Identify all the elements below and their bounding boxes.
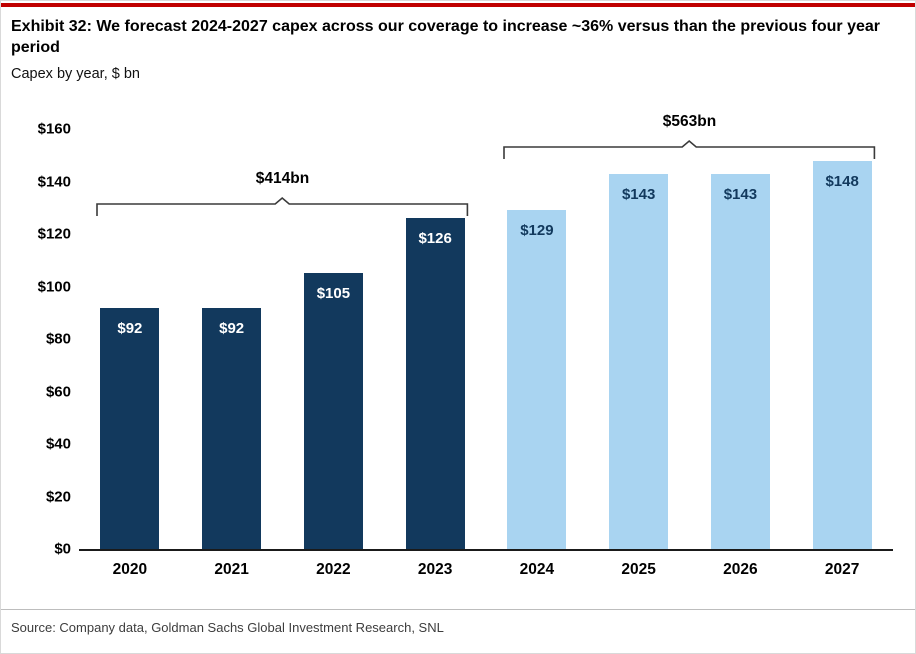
x-axis-label-2026: 2026: [723, 561, 758, 578]
group-total-label: $563bn: [662, 112, 717, 130]
group-bracket: [96, 197, 469, 217]
bar-2021: $92: [202, 307, 262, 549]
x-axis-label-2027: 2027: [824, 561, 860, 578]
bar-2023: $126: [405, 218, 465, 549]
y-tick-label: $40: [45, 435, 71, 453]
x-axis-label-2020: 2020: [112, 561, 148, 578]
bar-2024: $129: [507, 210, 567, 549]
x-axis-label-2025: 2025: [621, 561, 656, 578]
x-axis-label-2022: 2022: [316, 561, 351, 578]
x-axis-labels: 2020 2021 2022 2023 2024 2025 2026 2027: [79, 551, 893, 579]
bar-slot: $126: [384, 129, 486, 549]
bars: $92 $92 $105 $126 $129 $143 $143 $148: [79, 129, 893, 549]
x-axis-label-2024: 2024: [519, 561, 555, 578]
y-tick-label: $0: [54, 540, 71, 558]
group-total-label: $414bn: [255, 170, 310, 188]
bar-slot: $129: [486, 129, 588, 549]
bar-slot: $92: [181, 129, 283, 549]
bar-2022: $105: [303, 273, 363, 549]
bar-slot: $143: [588, 129, 690, 549]
y-tick-label: $100: [37, 278, 71, 295]
bar-value-label: $126: [418, 230, 452, 248]
source-text: Source: Company data, Goldman Sachs Glob…: [11, 620, 444, 635]
bar-value-label: $143: [723, 185, 758, 203]
bar-slot: $105: [283, 129, 385, 549]
bar-2025: $143: [609, 173, 669, 549]
footer-divider: [1, 609, 915, 610]
bar-value-label: $105: [316, 285, 351, 303]
bar-slot: $148: [791, 129, 893, 549]
plot-area: $92 $92 $105 $126 $129 $143 $143 $148 $414bn $56…: [79, 113, 893, 551]
y-tick-label: $160: [37, 120, 71, 138]
x-axis-label-2021: 2021: [214, 561, 249, 578]
top-red-rule: [1, 3, 915, 7]
chart-subtitle: Capex by year, $ bn: [11, 65, 140, 82]
bar-value-label: $129: [520, 222, 554, 240]
bar-value-label: $92: [219, 319, 245, 337]
y-tick-label: $60: [45, 383, 71, 400]
bar-chart: $160 $140 $120 $100 $80 $60 $40 $20 $0 $92 $92 $10…: [13, 113, 893, 579]
bar-slot: $143: [690, 129, 792, 549]
bar-2026: $143: [710, 173, 770, 549]
y-tick-label: $140: [37, 173, 71, 190]
chart-header: Exhibit 32: We forecast 2024-2027 capex …: [11, 17, 905, 82]
y-axis: $160 $140 $120 $100 $80 $60 $40 $20 $0: [13, 121, 79, 558]
y-tick-label: $120: [37, 225, 71, 243]
bar-value-label: $148: [825, 172, 859, 190]
bar-2027: $148: [812, 160, 872, 549]
bar-value-label: $143: [621, 185, 656, 203]
y-tick-label: $20: [45, 488, 71, 505]
chart-title: Exhibit 32: We forecast 2024-2027 capex …: [11, 18, 880, 56]
x-axis-label-2023: 2023: [417, 561, 453, 578]
bar-slot: $92: [79, 129, 181, 549]
bar-value-label: $92: [117, 319, 143, 337]
chart-plot-row: $160 $140 $120 $100 $80 $60 $40 $20 $0 $92 $92 $10…: [13, 113, 893, 558]
group-bracket: [503, 139, 876, 159]
y-tick-label: $80: [45, 330, 71, 348]
bar-2020: $92: [100, 307, 160, 549]
